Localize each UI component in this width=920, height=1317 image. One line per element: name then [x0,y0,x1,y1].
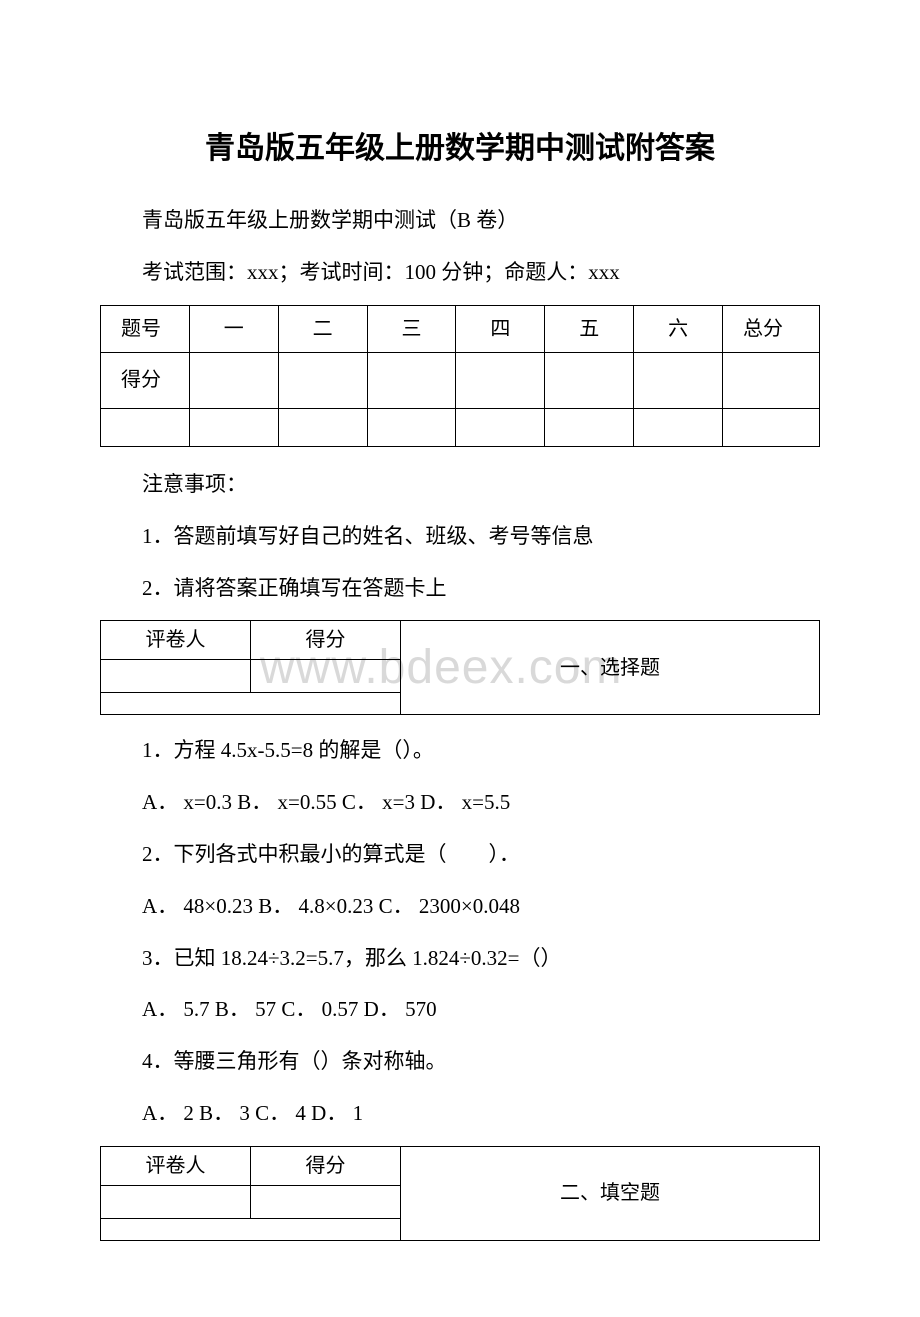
section-1-header: 评卷人 得分 一、选择题 [100,620,820,715]
subtitle: 青岛版五年级上册数学期中测试（B 卷） [100,201,820,241]
empty-cell [101,1218,401,1240]
col-2: 二 [278,305,367,352]
section-2-header: 评卷人 得分 二、填空题 [100,1146,820,1241]
grader-label: 评卷人 [101,621,250,660]
question-2: 2．下列各式中积最小的算式是（ ）． [100,835,820,875]
score-cell [189,352,278,408]
col-6: 六 [634,305,723,352]
empty-cell [101,408,190,446]
score-label: 得分 [251,621,400,660]
question-1: 1．方程 4.5x-5.5=8 的解是（）。 [100,731,820,771]
empty-cell [101,692,401,714]
table-row: 评卷人 得分 二、填空题 [101,1147,820,1219]
grader-blank [101,1186,250,1218]
grader-blank [101,660,250,692]
empty-cell [278,408,367,446]
empty-cell [634,408,723,446]
table-row: 题号 一 二 三 四 五 六 总分 [101,305,820,352]
score-table: 题号 一 二 三 四 五 六 总分 得分 [100,305,820,447]
score-cell [723,352,820,408]
question-2-options: A． 48×0.23 B． 4.8×0.23 C． 2300×0.048 [100,887,820,927]
empty-cell [545,408,634,446]
question-3-options: A． 5.7 B． 57 C． 0.57 D． 570 [100,990,820,1030]
col-1: 一 [189,305,278,352]
header-label: 题号 [101,305,190,352]
score-cell [456,352,545,408]
col-3: 三 [367,305,456,352]
page-content: 青岛版五年级上册数学期中测试附答案 青岛版五年级上册数学期中测试（B 卷） 考试… [100,120,820,1241]
section-1-title: 一、选择题 [401,621,820,715]
empty-cell [189,408,278,446]
question-4: 4．等腰三角形有（）条对称轴。 [100,1042,820,1082]
question-4-options: A． 2 B． 3 C． 4 D． 1 [100,1094,820,1134]
score-cell [545,352,634,408]
score-cell [634,352,723,408]
grader-col: 评卷人 [101,621,251,693]
note-2: 2．请将答案正确填写在答题卡上 [100,569,820,609]
note-1: 1．答题前填写好自己的姓名、班级、考号等信息 [100,517,820,557]
table-row: 得分 [101,352,820,408]
question-3: 3．已知 18.24÷3.2=5.7，那么 1.824÷0.32=（） [100,939,820,979]
empty-cell [723,408,820,446]
grader-col: 评卷人 [101,1147,251,1219]
score-blank [251,660,400,692]
notes-heading: 注意事项： [100,465,820,505]
col-5: 五 [545,305,634,352]
page-title: 青岛版五年级上册数学期中测试附答案 [100,120,820,177]
score-label: 得分 [251,1147,400,1186]
table-row [101,408,820,446]
score-label: 得分 [101,352,190,408]
question-1-options: A． x=0.3 B． x=0.55 C． x=3 D． x=5.5 [100,783,820,823]
empty-cell [456,408,545,446]
empty-cell [367,408,456,446]
score-cell [278,352,367,408]
score-col: 得分 [251,621,401,693]
col-total: 总分 [723,305,820,352]
score-col: 得分 [251,1147,401,1219]
section-2-title: 二、填空题 [401,1147,820,1241]
score-blank [251,1186,400,1218]
col-4: 四 [456,305,545,352]
exam-info: 考试范围：xxx；考试时间：100 分钟；命题人：xxx [100,253,820,293]
score-cell [367,352,456,408]
grader-label: 评卷人 [101,1147,250,1186]
table-row: 评卷人 得分 一、选择题 [101,621,820,693]
